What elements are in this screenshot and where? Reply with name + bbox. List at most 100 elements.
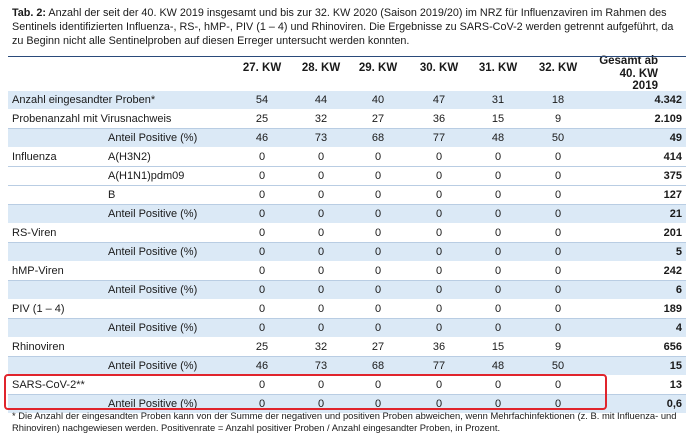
table-cell: 0 [435, 303, 443, 315]
total-cell: 6 [675, 284, 682, 296]
column-header-4: 30. KW [419, 62, 459, 74]
table-row: B 0 0 0 0 0 0 127 [8, 186, 686, 205]
table-cell: 0 [494, 303, 502, 315]
table-cell: 0 [554, 322, 562, 334]
row-label: hMP-Viren [12, 265, 64, 277]
table-cell: 0 [494, 227, 502, 239]
table-cell: 0 [374, 398, 382, 410]
row-sublabel: Anteil Positive (%) [108, 132, 198, 144]
table-row: A(H1N1)pdm09 0 0 0 0 0 0 375 [8, 167, 686, 186]
table-cell: 0 [554, 208, 562, 220]
table-cell: 36 [432, 341, 446, 353]
table-caption: Tab. 2: Anzahl der seit der 40. KW 2019 … [12, 6, 682, 49]
table-cell: 0 [494, 284, 502, 296]
table-cell: 0 [554, 265, 562, 277]
table-cell: 0 [374, 265, 382, 277]
table-cell: 9 [554, 113, 562, 125]
row-label: Influenza [12, 151, 57, 163]
table-cell: 0 [554, 284, 562, 296]
total-cell: 15 [669, 360, 682, 372]
caption-label: Tab. 2: [12, 7, 46, 19]
table-cell: 0 [494, 322, 502, 334]
table-cell: 0 [435, 322, 443, 334]
total-cell: 127 [663, 189, 682, 201]
table-cell: 0 [258, 151, 266, 163]
table-cell: 44 [314, 94, 328, 106]
table-cell: 77 [432, 132, 446, 144]
table-cell: 0 [494, 379, 502, 391]
table-cell: 0 [435, 208, 443, 220]
table-cell: 0 [494, 151, 502, 163]
table-cell: 0 [374, 284, 382, 296]
table-cell: 0 [258, 398, 266, 410]
table-row: Anteil Positive (%) 0 0 0 0 0 0 21 [8, 205, 686, 223]
table-cell: 0 [374, 189, 382, 201]
table-cell: 0 [494, 398, 502, 410]
sars-cov-2-highlight-box [4, 374, 607, 410]
total-cell: 49 [669, 132, 682, 144]
table-cell: 73 [314, 360, 328, 372]
caption-text: Anzahl der seit der 40. KW 2019 insgesam… [12, 7, 674, 48]
header-rule [8, 56, 686, 57]
table-row: Anteil Positive (%) 46 73 68 77 48 50 49 [8, 129, 686, 147]
table-cell: 0 [435, 246, 443, 258]
table-cell: 0 [374, 322, 382, 334]
table-cell: 48 [491, 132, 505, 144]
table-cell: 0 [317, 208, 325, 220]
table-cell: 48 [491, 360, 505, 372]
table-cell: 32 [314, 113, 328, 125]
table-row: Anteil Positive (%) 0 0 0 0 0 0 5 [8, 243, 686, 261]
table-cell: 15 [491, 113, 505, 125]
table-cell: 0 [554, 170, 562, 182]
table-cell: 0 [317, 265, 325, 277]
row-sublabel: Anteil Positive (%) [108, 398, 198, 410]
footnote: * Die Anzahl der eingesandten Proben kan… [12, 410, 677, 433]
column-header-5: 31. KW [478, 62, 518, 74]
table-cell: 0 [554, 398, 562, 410]
table-cell: 25 [255, 341, 269, 353]
table-cell: 0 [258, 208, 266, 220]
table-cell: 0 [317, 284, 325, 296]
table-cell: 68 [371, 360, 385, 372]
total-cell: 414 [663, 151, 682, 163]
table-cell: 0 [494, 265, 502, 277]
table-cell: 0 [258, 379, 266, 391]
total-cell: 656 [663, 341, 682, 353]
table-cell: 0 [374, 227, 382, 239]
table-cell: 0 [258, 189, 266, 201]
table-cell: 0 [554, 227, 562, 239]
table-cell: 46 [255, 360, 269, 372]
table-cell: 0 [317, 189, 325, 201]
total-cell: 375 [663, 170, 682, 182]
table-cell: 47 [432, 94, 446, 106]
row-sublabel: A(H3N2) [108, 151, 151, 163]
table-cell: 0 [494, 246, 502, 258]
table-cell: 0 [494, 208, 502, 220]
table-row: PIV (1 – 4) 0 0 0 0 0 0 189 [8, 300, 686, 319]
table-cell: 25 [255, 113, 269, 125]
row-label: SARS-CoV-2** [12, 379, 85, 391]
table-cell: 0 [554, 379, 562, 391]
table-cell: 0 [554, 303, 562, 315]
total-cell: 13 [669, 379, 682, 391]
table-cell: 54 [255, 94, 269, 106]
table-cell: 0 [374, 246, 382, 258]
column-header-6: 32. KW [538, 62, 578, 74]
row-sublabel: Anteil Positive (%) [108, 322, 198, 334]
table-cell: 50 [551, 132, 565, 144]
table-cell: 36 [432, 113, 446, 125]
table-cell: 0 [317, 322, 325, 334]
table-cell: 0 [258, 170, 266, 182]
table-row: Influenza A(H3N2) 0 0 0 0 0 0 414 [8, 148, 686, 167]
table-cell: 0 [317, 246, 325, 258]
column-header-3: 29. KW [358, 62, 398, 74]
total-cell: 4 [675, 322, 682, 334]
table-cell: 15 [491, 341, 505, 353]
table-cell: 0 [554, 151, 562, 163]
table-cell: 0 [554, 189, 562, 201]
table-cell: 9 [554, 341, 562, 353]
row-label: PIV (1 – 4) [12, 303, 65, 315]
total-cell: 242 [663, 265, 682, 277]
row-sublabel: A(H1N1)pdm09 [108, 170, 185, 182]
table-cell: 0 [554, 246, 562, 258]
